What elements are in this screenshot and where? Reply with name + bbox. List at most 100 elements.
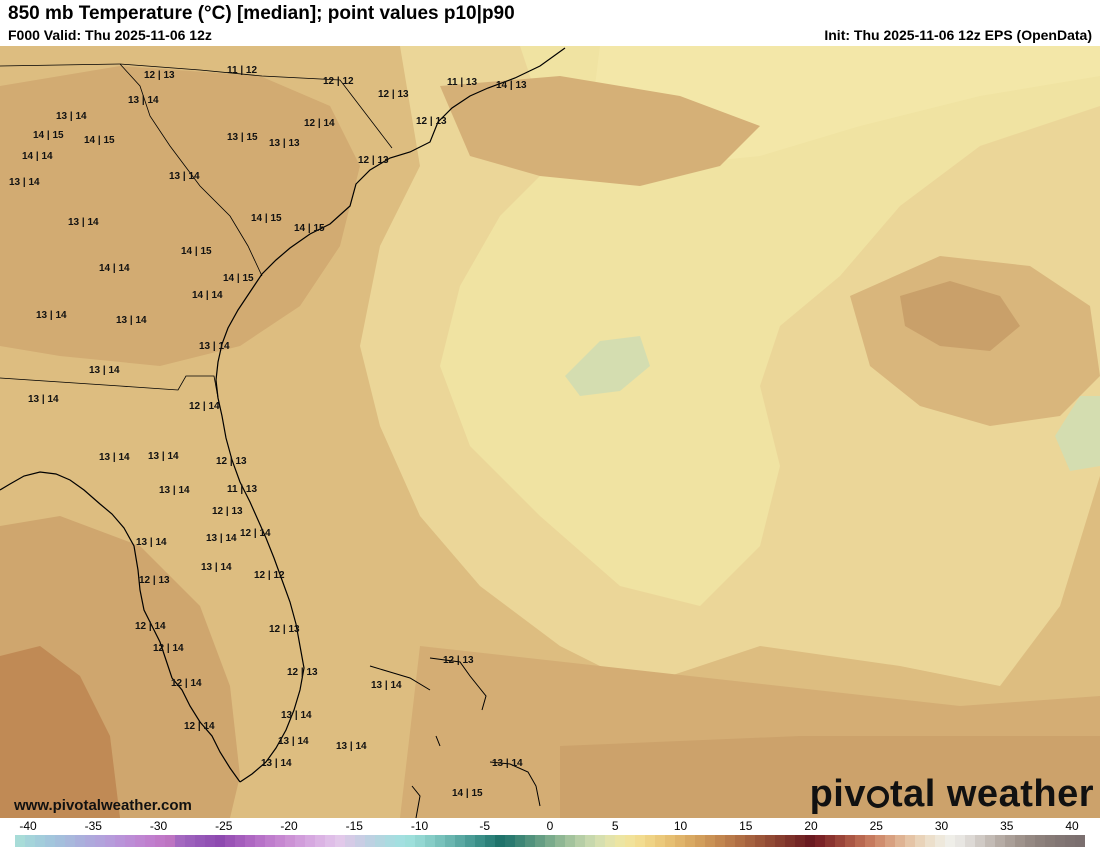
- color-scale-swatch: [745, 835, 755, 847]
- color-scale-tick-label: -5: [479, 819, 491, 833]
- temperature-map[interactable]: 11 | 12 12 | 13 12 | 12 11 | 13 14 | 13 12 | …: [0, 46, 1100, 818]
- point-value-label: 14 | 14: [22, 151, 53, 162]
- color-scale-swatch: [735, 835, 745, 847]
- point-value-label: 12 | 14: [189, 401, 220, 412]
- color-scale-swatch: [545, 835, 555, 847]
- color-scale-swatch: [755, 835, 765, 847]
- color-scale-swatch: [815, 835, 825, 847]
- point-value-label: 11 | 13: [227, 484, 258, 495]
- point-value-label: 14 | 14: [192, 290, 223, 301]
- point-value-label: 13 | 14: [99, 452, 130, 463]
- color-scale-swatch: [115, 835, 125, 847]
- color-scale-swatch: [385, 835, 395, 847]
- map-title: 850 mb Temperature (°C) [median]; point …: [8, 3, 515, 24]
- color-scale-swatch: [555, 835, 565, 847]
- color-scale-swatch: [535, 835, 545, 847]
- color-scale-swatch: [375, 835, 385, 847]
- color-scale-tick-label: -40: [19, 819, 37, 833]
- color-scale-swatch: [245, 835, 255, 847]
- color-scale-swatch: [425, 835, 435, 847]
- color-scale-swatch: [935, 835, 945, 847]
- point-value-label: 11 | 12: [227, 65, 258, 76]
- point-value-label: 13 | 14: [261, 758, 292, 769]
- color-scale-swatch: [325, 835, 335, 847]
- point-value-label: 13 | 14: [56, 111, 87, 122]
- color-scale-swatch: [615, 835, 625, 847]
- point-value-label: 13 | 15: [227, 132, 258, 143]
- color-scale-swatch: [65, 835, 75, 847]
- color-scale-legend: -40 -35 -30 -25 -20 -15 -10 -5 0 5 10 15 20 25 30 35 40: [0, 818, 1100, 850]
- warm-core-east: [900, 281, 1020, 351]
- color-scale-swatch: [675, 835, 685, 847]
- point-value-label: 12 | 13: [287, 667, 318, 678]
- color-scale-tick-label: 5: [611, 819, 619, 833]
- point-value-label: 13 | 14: [278, 736, 309, 747]
- point-value-label: 12 | 13: [378, 89, 409, 100]
- state-border-ga-fl: [0, 375, 219, 399]
- color-scale-swatch: [715, 835, 725, 847]
- color-scale-swatch: [35, 835, 45, 847]
- color-scale-swatch: [865, 835, 875, 847]
- state-border-nc-va: [0, 63, 121, 67]
- point-value-label: 13 | 14: [199, 341, 230, 352]
- point-value-label: 11 | 13: [447, 77, 478, 88]
- pivotal-weather-logo: piv tal weather: [810, 773, 1094, 816]
- color-scale-tick-label: -30: [149, 819, 168, 833]
- point-value-labels: 11 | 12 12 | 13 12 | 12 11 | 13 14 | 13 12 | …: [0, 46, 1100, 818]
- color-scale-swatch: [355, 835, 365, 847]
- color-scale-swatch: [405, 835, 415, 847]
- land-hot-zone-sw: [0, 646, 120, 818]
- color-scale-swatch: [155, 835, 165, 847]
- color-scale-swatch: [825, 835, 835, 847]
- color-scale-swatch: [495, 835, 505, 847]
- point-value-label: 13 | 14: [116, 315, 147, 326]
- point-value-label: 12 | 12: [323, 76, 354, 87]
- color-scale-swatch: [1005, 835, 1015, 847]
- point-value-label: 12 | 12: [254, 570, 285, 581]
- color-scale-swatch: [575, 835, 585, 847]
- point-value-label: 13 | 14: [336, 741, 367, 752]
- color-scale-swatch: [705, 835, 715, 847]
- color-scale-swatch: [895, 835, 905, 847]
- color-scale-swatch: [955, 835, 965, 847]
- color-scale-swatch: [905, 835, 915, 847]
- color-scale-swatch: [265, 835, 275, 847]
- point-value-label: 12 | 13: [212, 506, 243, 517]
- color-scale-tick-label: 0: [546, 819, 554, 833]
- point-value-label: 14 | 14: [99, 263, 130, 274]
- point-value-label: 14 | 15: [452, 788, 483, 799]
- color-scale-swatch: [1065, 835, 1075, 847]
- color-scale-swatch: [105, 835, 115, 847]
- color-scale-swatch: [655, 835, 665, 847]
- color-scale-swatch: [465, 835, 475, 847]
- color-scale-swatch: [195, 835, 205, 847]
- map-canvas: [0, 46, 1100, 818]
- color-scale-tick-label: 25: [869, 819, 883, 833]
- color-scale-swatch: [215, 835, 225, 847]
- color-scale-swatch: [875, 835, 885, 847]
- point-value-label: 12 | 13: [443, 655, 474, 666]
- point-value-label: 13 | 14: [206, 533, 237, 544]
- color-scale-swatch: [765, 835, 775, 847]
- point-value-label: 12 | 13: [269, 624, 300, 635]
- color-scale-tick-label: -10: [410, 819, 429, 833]
- point-value-label: 14 | 15: [251, 213, 282, 224]
- valid-time-label: F000 Valid: Thu 2025-11-06 12z: [8, 27, 212, 43]
- color-scale-swatch: [795, 835, 805, 847]
- color-scale-tick-label: -15: [345, 819, 363, 833]
- color-scale-tick-labels: -40 -35 -30 -25 -20 -15 -10 -5 0 5 10 15 20 25 30 35 40: [0, 818, 1100, 834]
- color-scale-swatch: [55, 835, 65, 847]
- color-scale-swatch: [125, 835, 135, 847]
- point-value-label: 12 | 13: [216, 456, 247, 467]
- color-scale-swatch: [725, 835, 735, 847]
- color-scale-tick-label: 20: [804, 819, 818, 833]
- point-value-label: 14 | 15: [33, 130, 64, 141]
- point-value-label: 13 | 14: [169, 171, 200, 182]
- color-scale-swatch: [335, 835, 345, 847]
- color-scale-swatch: [805, 835, 815, 847]
- color-scale-swatch: [585, 835, 595, 847]
- point-value-label: 12 | 14: [171, 678, 202, 689]
- point-value-label: 13 | 14: [36, 310, 67, 321]
- land-warm-zone-north: [0, 66, 360, 366]
- color-scale-swatch: [395, 835, 405, 847]
